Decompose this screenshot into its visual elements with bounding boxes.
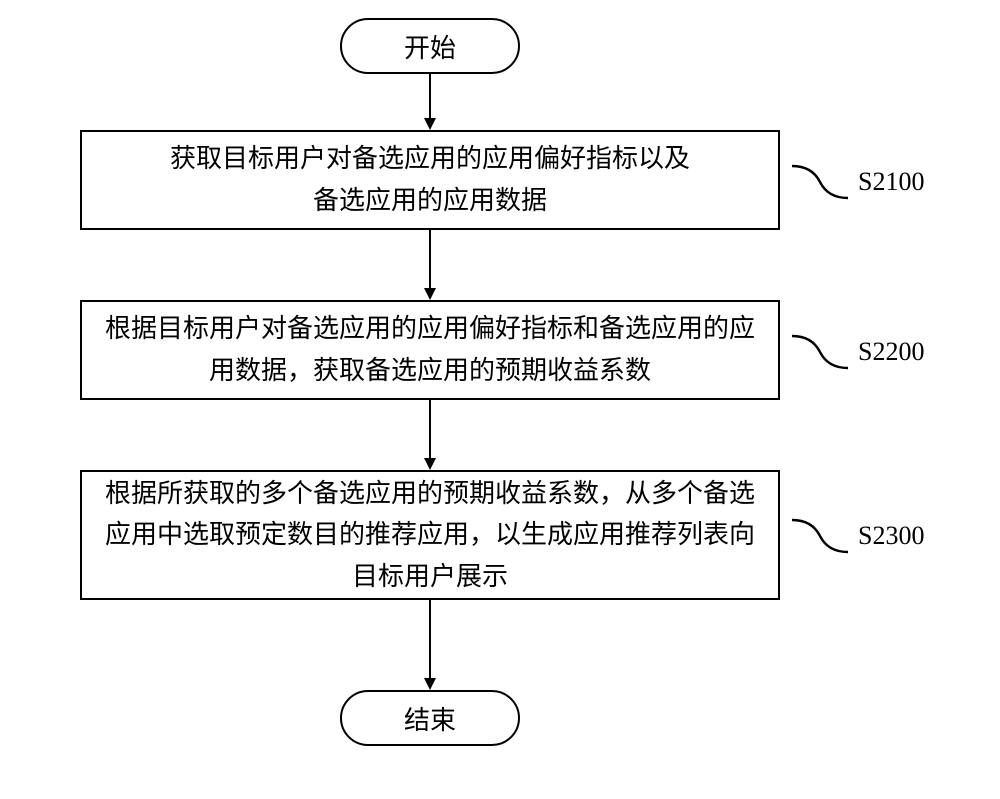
step-code-s2300: S2300	[858, 521, 924, 551]
step-label-s2100: S2100	[790, 162, 924, 202]
arrow-1	[420, 74, 440, 130]
arrow-2	[420, 230, 440, 300]
process-s2300: 根据所获取的多个备选应用的预期收益系数，从多个备选应用中选取预定数目的推荐应用，…	[80, 470, 780, 600]
flowchart-canvas: 开始 获取目标用户对备选应用的应用偏好指标以及备选应用的应用数据 S2100 根…	[0, 0, 1000, 799]
end-terminal: 结束	[340, 690, 520, 746]
end-label: 结束	[404, 700, 456, 737]
process-s2200-text: 根据目标用户对备选应用的应用偏好指标和备选应用的应用数据，获取备选应用的预期收益…	[105, 308, 755, 391]
step-code-s2100: S2100	[858, 167, 924, 197]
step-code-s2200: S2200	[858, 337, 924, 367]
process-s2300-text: 根据所获取的多个备选应用的预期收益系数，从多个备选应用中选取预定数目的推荐应用，…	[105, 473, 755, 598]
step-label-s2300: S2300	[790, 516, 924, 556]
step-label-s2200: S2200	[790, 332, 924, 372]
curve-icon	[790, 516, 850, 556]
start-label: 开始	[404, 28, 456, 65]
start-terminal: 开始	[340, 18, 520, 74]
process-s2200: 根据目标用户对备选应用的应用偏好指标和备选应用的应用数据，获取备选应用的预期收益…	[80, 300, 780, 400]
arrow-3	[420, 400, 440, 470]
process-s2100-text: 获取目标用户对备选应用的应用偏好指标以及备选应用的应用数据	[170, 138, 690, 221]
arrow-4	[420, 600, 440, 690]
curve-icon	[790, 162, 850, 202]
process-s2100: 获取目标用户对备选应用的应用偏好指标以及备选应用的应用数据	[80, 130, 780, 230]
curve-icon	[790, 332, 850, 372]
